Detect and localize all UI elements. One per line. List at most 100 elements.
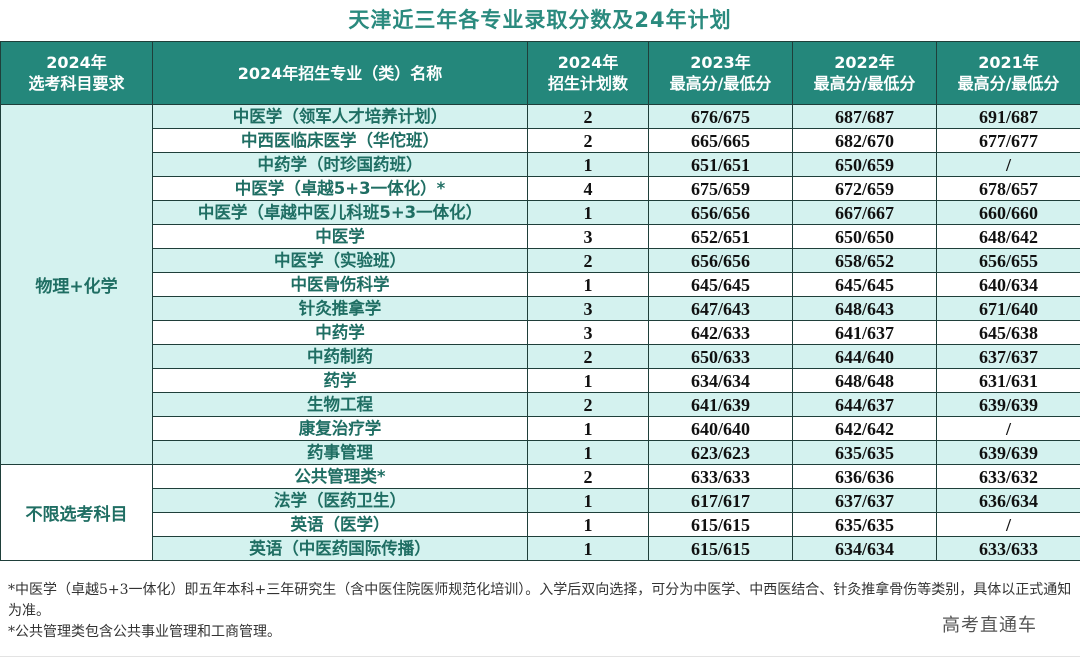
header-2022-scores: 2022年最高分/最低分 xyxy=(792,41,937,105)
table-header-row: 2024年 选考科目要求 2024年招生专业（类）名称 2024年 招生计划数 20… xyxy=(0,41,1080,105)
score-2021: 636/634 xyxy=(936,488,1080,513)
footnote-5plus3: *中医学（卓越5+3一体化）即五年本科+三年研究生（含中医住院医师规范化培训）。… xyxy=(8,582,1072,619)
major-name: 中医学（领军人才培养计划） xyxy=(152,104,528,129)
plan-count: 1 xyxy=(527,512,649,537)
header-2022-year: 2022年 xyxy=(834,53,895,72)
score-2023: 634/634 xyxy=(648,368,793,393)
score-2023: 640/640 xyxy=(648,416,793,441)
major-name: 中药制药 xyxy=(152,344,528,369)
page-title: 天津近三年各专业录取分数及24年计划 xyxy=(348,8,732,32)
score-2023: 642/633 xyxy=(648,320,793,345)
header-subject-requirement: 2024年 选考科目要求 xyxy=(0,41,153,105)
score-2023: 656/656 xyxy=(648,200,793,225)
score-2023: 645/645 xyxy=(648,272,793,297)
score-2021: 677/677 xyxy=(936,128,1080,153)
header-2023-year: 2023年 xyxy=(690,53,751,72)
plan-count: 2 xyxy=(527,344,649,369)
plan-count: 3 xyxy=(527,296,649,321)
score-2022: 650/650 xyxy=(792,224,937,249)
table-row: 法学（医药卫生） 1 617/617 637/637 636/634 xyxy=(1,488,1080,513)
subject-group-physics-chemistry: 物理+化学 xyxy=(0,104,153,465)
score-2022: 645/645 xyxy=(792,272,937,297)
table-row: 不限选考科目 公共管理类* 2 633/633 636/636 633/632 xyxy=(0,464,1080,561)
score-2021: 639/639 xyxy=(936,440,1080,465)
major-name: 中医骨伤科学 xyxy=(152,272,528,297)
score-2023: 615/615 xyxy=(648,536,793,561)
table-row: 药学 1 634/634 648/648 631/631 xyxy=(1,368,1080,393)
score-2022: 658/652 xyxy=(792,248,937,273)
score-2021: 633/632 xyxy=(936,464,1080,489)
score-2022: 650/659 xyxy=(792,152,937,177)
score-2021: 678/657 xyxy=(936,176,1080,201)
score-2021: / xyxy=(936,416,1080,441)
score-2021: 656/655 xyxy=(936,248,1080,273)
table-row: 中药制药 2 650/633 644/640 637/637 xyxy=(1,344,1080,369)
score-2021: 637/637 xyxy=(936,344,1080,369)
score-2022: 637/637 xyxy=(792,488,937,513)
score-2023: 615/615 xyxy=(648,512,793,537)
plan-count: 2 xyxy=(527,464,649,489)
score-2021: / xyxy=(936,512,1080,537)
score-2021: 631/631 xyxy=(936,368,1080,393)
major-name: 药事管理 xyxy=(152,440,528,465)
plan-count: 2 xyxy=(527,248,649,273)
plan-count: 4 xyxy=(527,176,649,201)
divider xyxy=(0,656,1080,657)
plan-count: 1 xyxy=(527,368,649,393)
score-2022: 687/687 xyxy=(792,104,937,129)
major-name: 生物工程 xyxy=(152,392,528,417)
score-2022: 648/648 xyxy=(792,368,937,393)
header-plan-label: 招生计划数 xyxy=(547,74,628,93)
table-row: 中药学（时珍国药班） 1 651/651 650/659 / xyxy=(1,152,1080,177)
score-2023: 633/633 xyxy=(648,464,793,489)
footnote-public-management: *公共管理类包含公共事业管理和工商管理。 xyxy=(8,624,281,640)
plan-count: 3 xyxy=(527,224,649,249)
score-2021: 639/639 xyxy=(936,392,1080,417)
footnotes: *中医学（卓越5+3一体化）即五年本科+三年研究生（含中医住院医师规范化培训）。… xyxy=(8,580,1072,643)
score-2023: 641/639 xyxy=(648,392,793,417)
major-name: 中药学 xyxy=(152,320,528,345)
major-name: 康复治疗学 xyxy=(152,416,528,441)
table-row: 英语（中医药国际传播） 1 615/615 634/634 633/633 xyxy=(1,536,1080,561)
table-row: 针灸推拿学 3 647/643 648/643 671/640 xyxy=(1,296,1080,321)
score-2021: 671/640 xyxy=(936,296,1080,321)
score-2022: 644/640 xyxy=(792,344,937,369)
header-2023-scores: 2023年 最高分/最低分 xyxy=(648,41,793,105)
major-name: 针灸推拿学 xyxy=(152,296,528,321)
score-2023: 651/651 xyxy=(648,152,793,177)
major-name: 中医学 xyxy=(152,224,528,249)
header-2021-scores: 2021年 最高分/最低分 xyxy=(936,41,1080,105)
score-2021: / xyxy=(936,152,1080,177)
score-2023: 675/659 xyxy=(648,176,793,201)
score-2021: 660/660 xyxy=(936,200,1080,225)
table-row: 中医学（卓越中医儿科班5+3一体化） 1 656/656 667/667 660… xyxy=(1,200,1080,225)
plan-count: 2 xyxy=(527,392,649,417)
major-name: 中西医临床医学（华佗班） xyxy=(152,128,528,153)
table-row: 中药学 3 642/633 641/637 645/638 xyxy=(1,320,1080,345)
major-name: 英语（中医药国际传播） xyxy=(152,536,528,561)
plan-count: 1 xyxy=(527,152,649,177)
admission-scores-table: 2024年 选考科目要求 2024年招生专业（类）名称 2024年 招生计划数 20… xyxy=(0,41,1080,561)
major-name: 中医学（实验班） xyxy=(152,248,528,273)
subject-group-unrestricted: 不限选考科目 xyxy=(0,464,153,561)
plan-count: 1 xyxy=(527,536,649,561)
table-row: 中医学（实验班） 2 656/656 658/652 656/655 xyxy=(1,248,1080,273)
header-2022-label: 最高分/最低分 xyxy=(813,74,916,93)
score-2023: 652/651 xyxy=(648,224,793,249)
table-row: 生物工程 2 641/639 644/637 639/639 xyxy=(1,392,1080,417)
table-row: 中医学（卓越5+3一体化）* 4 675/659 672/659 678/657 xyxy=(1,176,1080,201)
plan-count: 1 xyxy=(527,272,649,297)
header-plan-count: 2024年 招生计划数 xyxy=(527,41,649,105)
score-2023: 656/656 xyxy=(648,248,793,273)
major-name: 中药学（时珍国药班） xyxy=(152,152,528,177)
score-2022: 635/635 xyxy=(792,440,937,465)
score-2023: 650/633 xyxy=(648,344,793,369)
score-2022: 642/642 xyxy=(792,416,937,441)
score-2022: 634/634 xyxy=(792,536,937,561)
table-body: 物理+化学 中医学（领军人才培养计划） 2 676/675 687/687 69… xyxy=(0,104,1080,561)
score-2022: 648/643 xyxy=(792,296,937,321)
plan-count: 1 xyxy=(527,200,649,225)
plan-count: 1 xyxy=(527,440,649,465)
plan-count: 2 xyxy=(527,104,649,129)
plan-count: 2 xyxy=(527,128,649,153)
